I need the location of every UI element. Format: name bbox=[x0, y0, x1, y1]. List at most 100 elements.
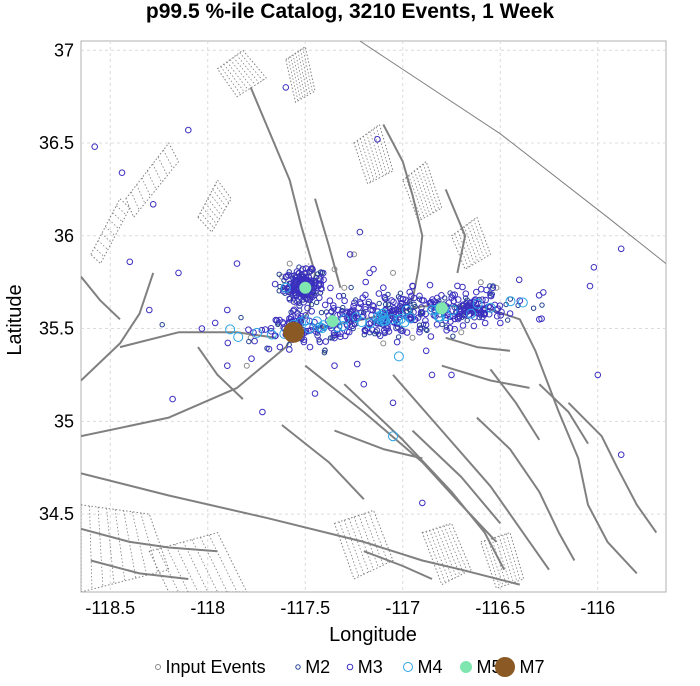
event-m3 bbox=[414, 314, 422, 322]
fault-hatch bbox=[292, 54, 304, 99]
event-m3 bbox=[408, 292, 415, 300]
event-m2 bbox=[360, 310, 367, 316]
fault-hatch bbox=[369, 131, 384, 176]
event-m3 bbox=[489, 284, 497, 292]
event-m3 bbox=[617, 245, 625, 253]
event-m3 bbox=[493, 312, 501, 320]
event-m3 bbox=[316, 338, 324, 346]
event-m3 bbox=[370, 265, 377, 273]
fault-hatch bbox=[214, 184, 230, 204]
fault-hatch bbox=[359, 138, 375, 181]
event-m3 bbox=[259, 408, 266, 416]
event-m3 bbox=[428, 371, 436, 379]
fault-line bbox=[445, 336, 511, 352]
event-m2 bbox=[340, 304, 346, 311]
event-m3 bbox=[369, 302, 377, 309]
event-m3 bbox=[367, 306, 375, 314]
event-m3 bbox=[314, 332, 321, 339]
fault-hatch bbox=[239, 52, 263, 81]
event-m2 bbox=[424, 327, 430, 334]
event-m3 bbox=[276, 343, 284, 351]
event-m3 bbox=[474, 304, 481, 312]
fault-hatch bbox=[463, 226, 479, 262]
event-m3 bbox=[365, 298, 373, 306]
event-m3 bbox=[390, 305, 398, 312]
event-m2 bbox=[322, 347, 328, 353]
event-m3 bbox=[327, 284, 334, 292]
event-m3 bbox=[245, 326, 252, 334]
event-m3 bbox=[305, 296, 312, 303]
fault-hatch bbox=[236, 54, 260, 83]
event-m2 bbox=[418, 325, 424, 331]
fault-line bbox=[343, 383, 506, 571]
fault-hatch bbox=[473, 219, 488, 257]
event-m5 bbox=[326, 315, 339, 328]
boundary-line bbox=[359, 41, 666, 264]
fault-hatch bbox=[101, 233, 112, 244]
event-m3 bbox=[321, 301, 329, 309]
legend-label-m7: M7 bbox=[520, 657, 545, 677]
event-m3 bbox=[311, 390, 319, 397]
fault-zone bbox=[90, 197, 131, 265]
fault-line bbox=[489, 368, 541, 441]
event-m3 bbox=[487, 304, 494, 311]
event-m3 bbox=[286, 283, 293, 291]
fault-line bbox=[81, 275, 121, 321]
event-m3 bbox=[330, 302, 337, 309]
fault-hatch bbox=[408, 175, 425, 218]
fault-hatch bbox=[94, 247, 105, 257]
legend-marker-m4 bbox=[403, 662, 413, 672]
fault-hatch bbox=[226, 61, 249, 90]
event-m3 bbox=[293, 268, 301, 275]
fault-hatch bbox=[414, 170, 431, 215]
event-input bbox=[331, 266, 338, 273]
event-m3 bbox=[361, 326, 369, 334]
event-m3 bbox=[376, 332, 384, 340]
y-tick-label: 36.5 bbox=[39, 133, 74, 153]
event-m4 bbox=[517, 297, 528, 308]
event-m2 bbox=[308, 301, 315, 308]
event-m3 bbox=[407, 313, 414, 321]
fault-hatch bbox=[487, 539, 504, 587]
event-m3 bbox=[326, 297, 334, 305]
event-m3 bbox=[393, 338, 401, 346]
event-m3 bbox=[285, 271, 292, 279]
event-m2 bbox=[464, 317, 470, 324]
event-m2 bbox=[443, 324, 450, 330]
fault-hatch bbox=[108, 219, 120, 230]
event-m3 bbox=[409, 282, 416, 290]
fault-hatch bbox=[491, 538, 507, 585]
event-m3 bbox=[175, 269, 182, 277]
event-m4 bbox=[351, 312, 362, 323]
event-m4 bbox=[311, 316, 322, 327]
event-m3 bbox=[438, 292, 445, 299]
fault-hatch bbox=[502, 534, 518, 582]
event-m5 bbox=[435, 302, 448, 315]
event-m4 bbox=[401, 305, 412, 315]
fault-hatch bbox=[505, 533, 521, 581]
event-m2 bbox=[159, 322, 165, 328]
event-m3 bbox=[345, 328, 353, 336]
event-m3 bbox=[397, 327, 405, 334]
event-m3 bbox=[302, 312, 309, 319]
event-m3 bbox=[265, 345, 273, 353]
event-m3 bbox=[493, 306, 500, 314]
fault-hatch bbox=[363, 135, 378, 180]
event-m4 bbox=[447, 305, 458, 316]
event-m3 bbox=[535, 292, 543, 299]
event-m3 bbox=[590, 264, 598, 271]
event-m3 bbox=[298, 271, 305, 279]
event-m3 bbox=[459, 322, 467, 329]
event-m3 bbox=[271, 280, 279, 288]
event-m3 bbox=[272, 332, 279, 340]
event-m3 bbox=[375, 290, 383, 297]
event-m3 bbox=[482, 296, 490, 304]
event-m3 bbox=[374, 136, 381, 143]
event-m2 bbox=[276, 271, 282, 277]
fault-line bbox=[382, 124, 424, 301]
fault-line bbox=[444, 189, 467, 274]
fault-hatch bbox=[290, 56, 301, 100]
event-m2 bbox=[489, 291, 495, 297]
event-m3 bbox=[448, 371, 455, 379]
fault-line bbox=[334, 429, 423, 460]
